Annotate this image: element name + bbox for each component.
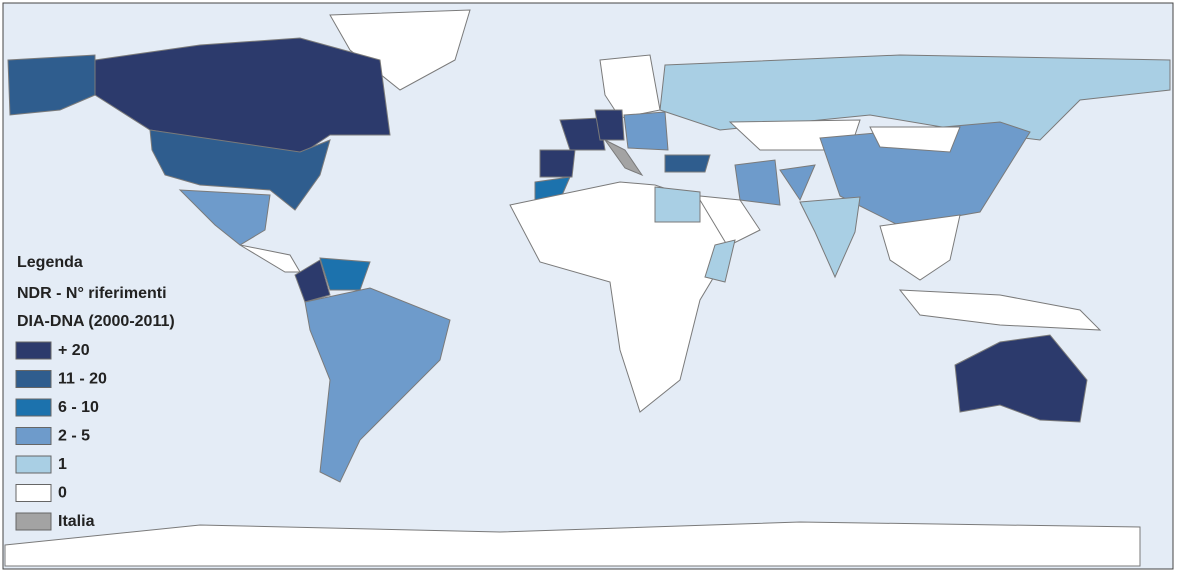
legend-label: Italia [58,513,95,530]
usa [149,129,331,211]
colombia [294,259,331,303]
legend-title: Legenda [17,254,83,271]
egypt [654,186,701,223]
alaska [7,54,96,116]
france [559,117,606,151]
canada [94,37,391,156]
legend-swatch [15,455,52,474]
south-america [304,287,451,483]
legend: Legenda NDR - N° riferimenti DIA-DNA (20… [15,254,175,531]
greenland [329,9,471,91]
south-east-asia [879,214,961,281]
legend-swatch [15,398,52,417]
legend-swatch [15,427,52,445]
antarctica [4,521,1141,567]
eastern-europe [623,111,669,151]
turkey [664,154,711,173]
legend-subtitle: NDR - N° riferimenti [17,285,167,302]
africa [509,181,731,413]
legend-label: 2 - 5 [58,428,90,445]
legend-label: 6 - 10 [58,399,99,416]
legend-swatch [15,370,52,388]
germany [594,109,625,141]
china [819,121,1031,227]
russia [659,54,1171,141]
mongolia [869,126,961,153]
legend-label: 1 [58,456,67,473]
legend-label: 11 - 20 [58,371,107,388]
legend-swatch [15,341,52,360]
legend-label: + 20 [58,342,90,359]
iran [734,159,781,206]
afghanistan [779,164,816,202]
legend-swatch [15,484,52,502]
legend-label: 0 [58,485,67,502]
legend-subtitle: DIA-DNA (2000-2011) [17,313,175,330]
mexico [178,189,271,246]
italy [604,139,644,177]
legend-swatch [15,512,52,531]
australia [954,334,1088,423]
somalia [704,239,736,283]
india [799,196,861,279]
countries [4,9,1171,567]
indonesia [898,289,1102,331]
spain [539,149,576,178]
